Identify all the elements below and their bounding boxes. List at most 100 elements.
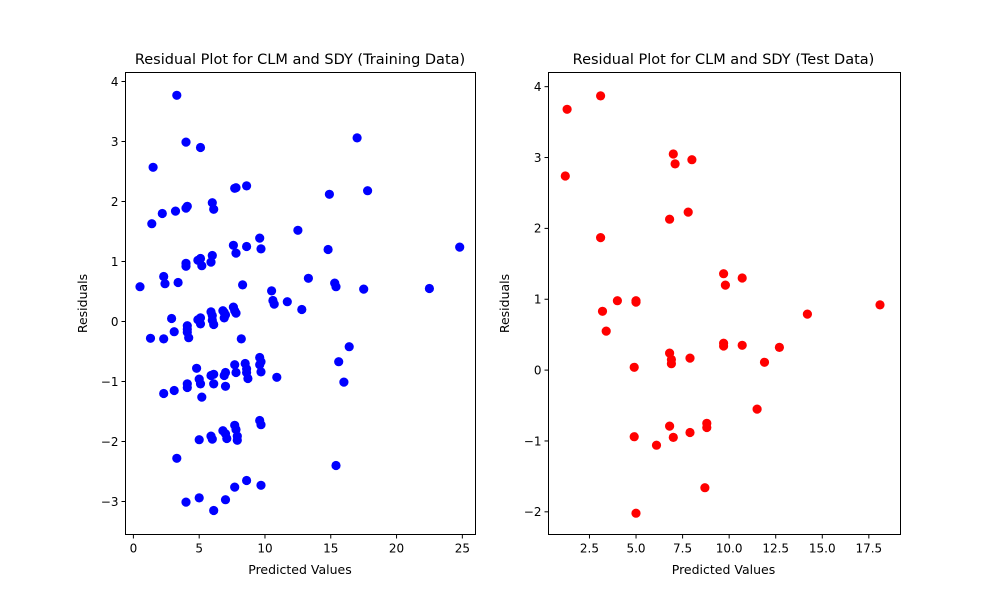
test-data-point bbox=[774, 342, 785, 352]
test-x-tick-label: 15.0 bbox=[809, 542, 836, 556]
test-data-point bbox=[666, 359, 677, 369]
test-data-point bbox=[700, 483, 710, 493]
test-x-tick-label: 2.5 bbox=[580, 542, 599, 556]
training-data-point bbox=[331, 282, 341, 292]
training-data-point bbox=[363, 186, 373, 196]
test-data-point bbox=[702, 422, 712, 433]
test-x-tick-label: 7.5 bbox=[673, 542, 692, 556]
training-data-point bbox=[344, 342, 354, 352]
test-axes-frame bbox=[548, 72, 901, 535]
training-axis-ticks: 0 5 10 15 20 25 −3 −2 −1 0 1 2 3 4 bbox=[101, 75, 470, 556]
test-data-point bbox=[737, 273, 747, 283]
training-axes-frame bbox=[125, 72, 476, 535]
training-data-point bbox=[182, 201, 192, 211]
training-data-point bbox=[255, 360, 265, 370]
training-data-point bbox=[159, 334, 169, 344]
training-data-point bbox=[352, 133, 362, 143]
training-data-point bbox=[238, 280, 248, 290]
training-data-point bbox=[455, 242, 465, 252]
training-data-point bbox=[242, 475, 252, 486]
training-data-point bbox=[172, 453, 182, 463]
training-data-point bbox=[297, 304, 307, 315]
training-data-point bbox=[222, 433, 232, 444]
training-data-point bbox=[207, 250, 217, 261]
test-plot-area bbox=[560, 91, 885, 518]
test-y-tick-label: 2 bbox=[534, 222, 542, 236]
test-data-point bbox=[629, 432, 639, 442]
training-data-point bbox=[220, 310, 231, 320]
training-data-point bbox=[334, 357, 344, 367]
test-x-tick-label: 17.5 bbox=[855, 542, 882, 556]
test-x-tick-label: 5.0 bbox=[626, 542, 645, 556]
test-data-point bbox=[759, 357, 770, 367]
test-data-point bbox=[596, 91, 606, 101]
training-data-point bbox=[197, 392, 207, 402]
test-x-axis-label: Predicted Values bbox=[672, 562, 776, 577]
training-data-point bbox=[209, 379, 219, 389]
training-y-tick-label: 1 bbox=[111, 255, 119, 269]
test-data-point bbox=[719, 269, 729, 279]
training-data-point bbox=[172, 90, 182, 100]
training-residual-plot: Residual Plot for CLM and SDY (Training … bbox=[75, 52, 476, 577]
test-data-point bbox=[597, 306, 608, 316]
training-data-point bbox=[181, 497, 191, 507]
test-data-point bbox=[719, 341, 729, 351]
training-data-point bbox=[231, 308, 241, 318]
training-data-point bbox=[231, 183, 241, 193]
training-data-point bbox=[282, 297, 292, 307]
training-data-point bbox=[195, 379, 206, 389]
test-data-point bbox=[629, 362, 639, 372]
test-data-point bbox=[665, 214, 675, 224]
training-data-point bbox=[197, 261, 207, 271]
training-data-point bbox=[147, 219, 157, 229]
training-y-tick-label: −2 bbox=[101, 435, 119, 449]
training-y-tick-label: 0 bbox=[111, 315, 119, 329]
training-x-axis-label: Predicted Values bbox=[248, 562, 352, 577]
training-data-point bbox=[242, 181, 252, 191]
test-x-tick-label: 10.0 bbox=[716, 542, 743, 556]
training-chart-title: Residual Plot for CLM and SDY (Training … bbox=[135, 52, 465, 68]
training-data-point bbox=[230, 360, 240, 370]
training-data-point bbox=[169, 385, 179, 396]
training-data-point bbox=[181, 137, 191, 147]
training-plot-area bbox=[135, 90, 465, 516]
test-data-point bbox=[560, 171, 570, 181]
test-residual-plot: Residual Plot for CLM and SDY (Test Data… bbox=[497, 52, 901, 577]
training-data-point bbox=[228, 240, 238, 250]
training-x-tick-label: 25 bbox=[455, 542, 470, 556]
training-data-point bbox=[209, 505, 219, 516]
training-data-point bbox=[135, 282, 145, 292]
training-data-point bbox=[232, 435, 242, 445]
test-data-point bbox=[802, 309, 813, 319]
test-data-point bbox=[631, 508, 641, 518]
training-data-point bbox=[339, 377, 349, 387]
test-chart-title: Residual Plot for CLM and SDY (Test Data… bbox=[573, 52, 875, 68]
training-data-point bbox=[243, 373, 253, 384]
training-data-point bbox=[192, 363, 202, 373]
test-data-point bbox=[687, 155, 697, 165]
training-data-point bbox=[231, 248, 241, 258]
test-y-tick-label: 4 bbox=[534, 80, 542, 94]
training-data-point bbox=[220, 495, 231, 505]
training-x-tick-label: 5 bbox=[195, 542, 203, 556]
training-data-point bbox=[181, 261, 191, 271]
training-x-tick-label: 15 bbox=[323, 542, 338, 556]
test-data-point bbox=[668, 149, 678, 159]
training-data-point bbox=[195, 142, 206, 153]
training-data-point bbox=[167, 313, 177, 324]
training-data-point bbox=[331, 460, 341, 471]
test-y-tick-label: −2 bbox=[524, 505, 542, 519]
training-data-point bbox=[159, 388, 169, 399]
test-y-axis-label: Residuals bbox=[497, 274, 512, 333]
test-data-point bbox=[562, 104, 572, 114]
training-y-tick-label: −1 bbox=[101, 375, 119, 389]
test-data-point bbox=[720, 280, 731, 290]
training-data-point bbox=[169, 327, 179, 337]
training-data-point bbox=[256, 367, 266, 377]
test-data-point bbox=[601, 326, 611, 336]
training-y-tick-label: 4 bbox=[111, 75, 119, 89]
test-y-tick-label: 3 bbox=[534, 151, 542, 165]
training-data-point bbox=[170, 206, 181, 216]
